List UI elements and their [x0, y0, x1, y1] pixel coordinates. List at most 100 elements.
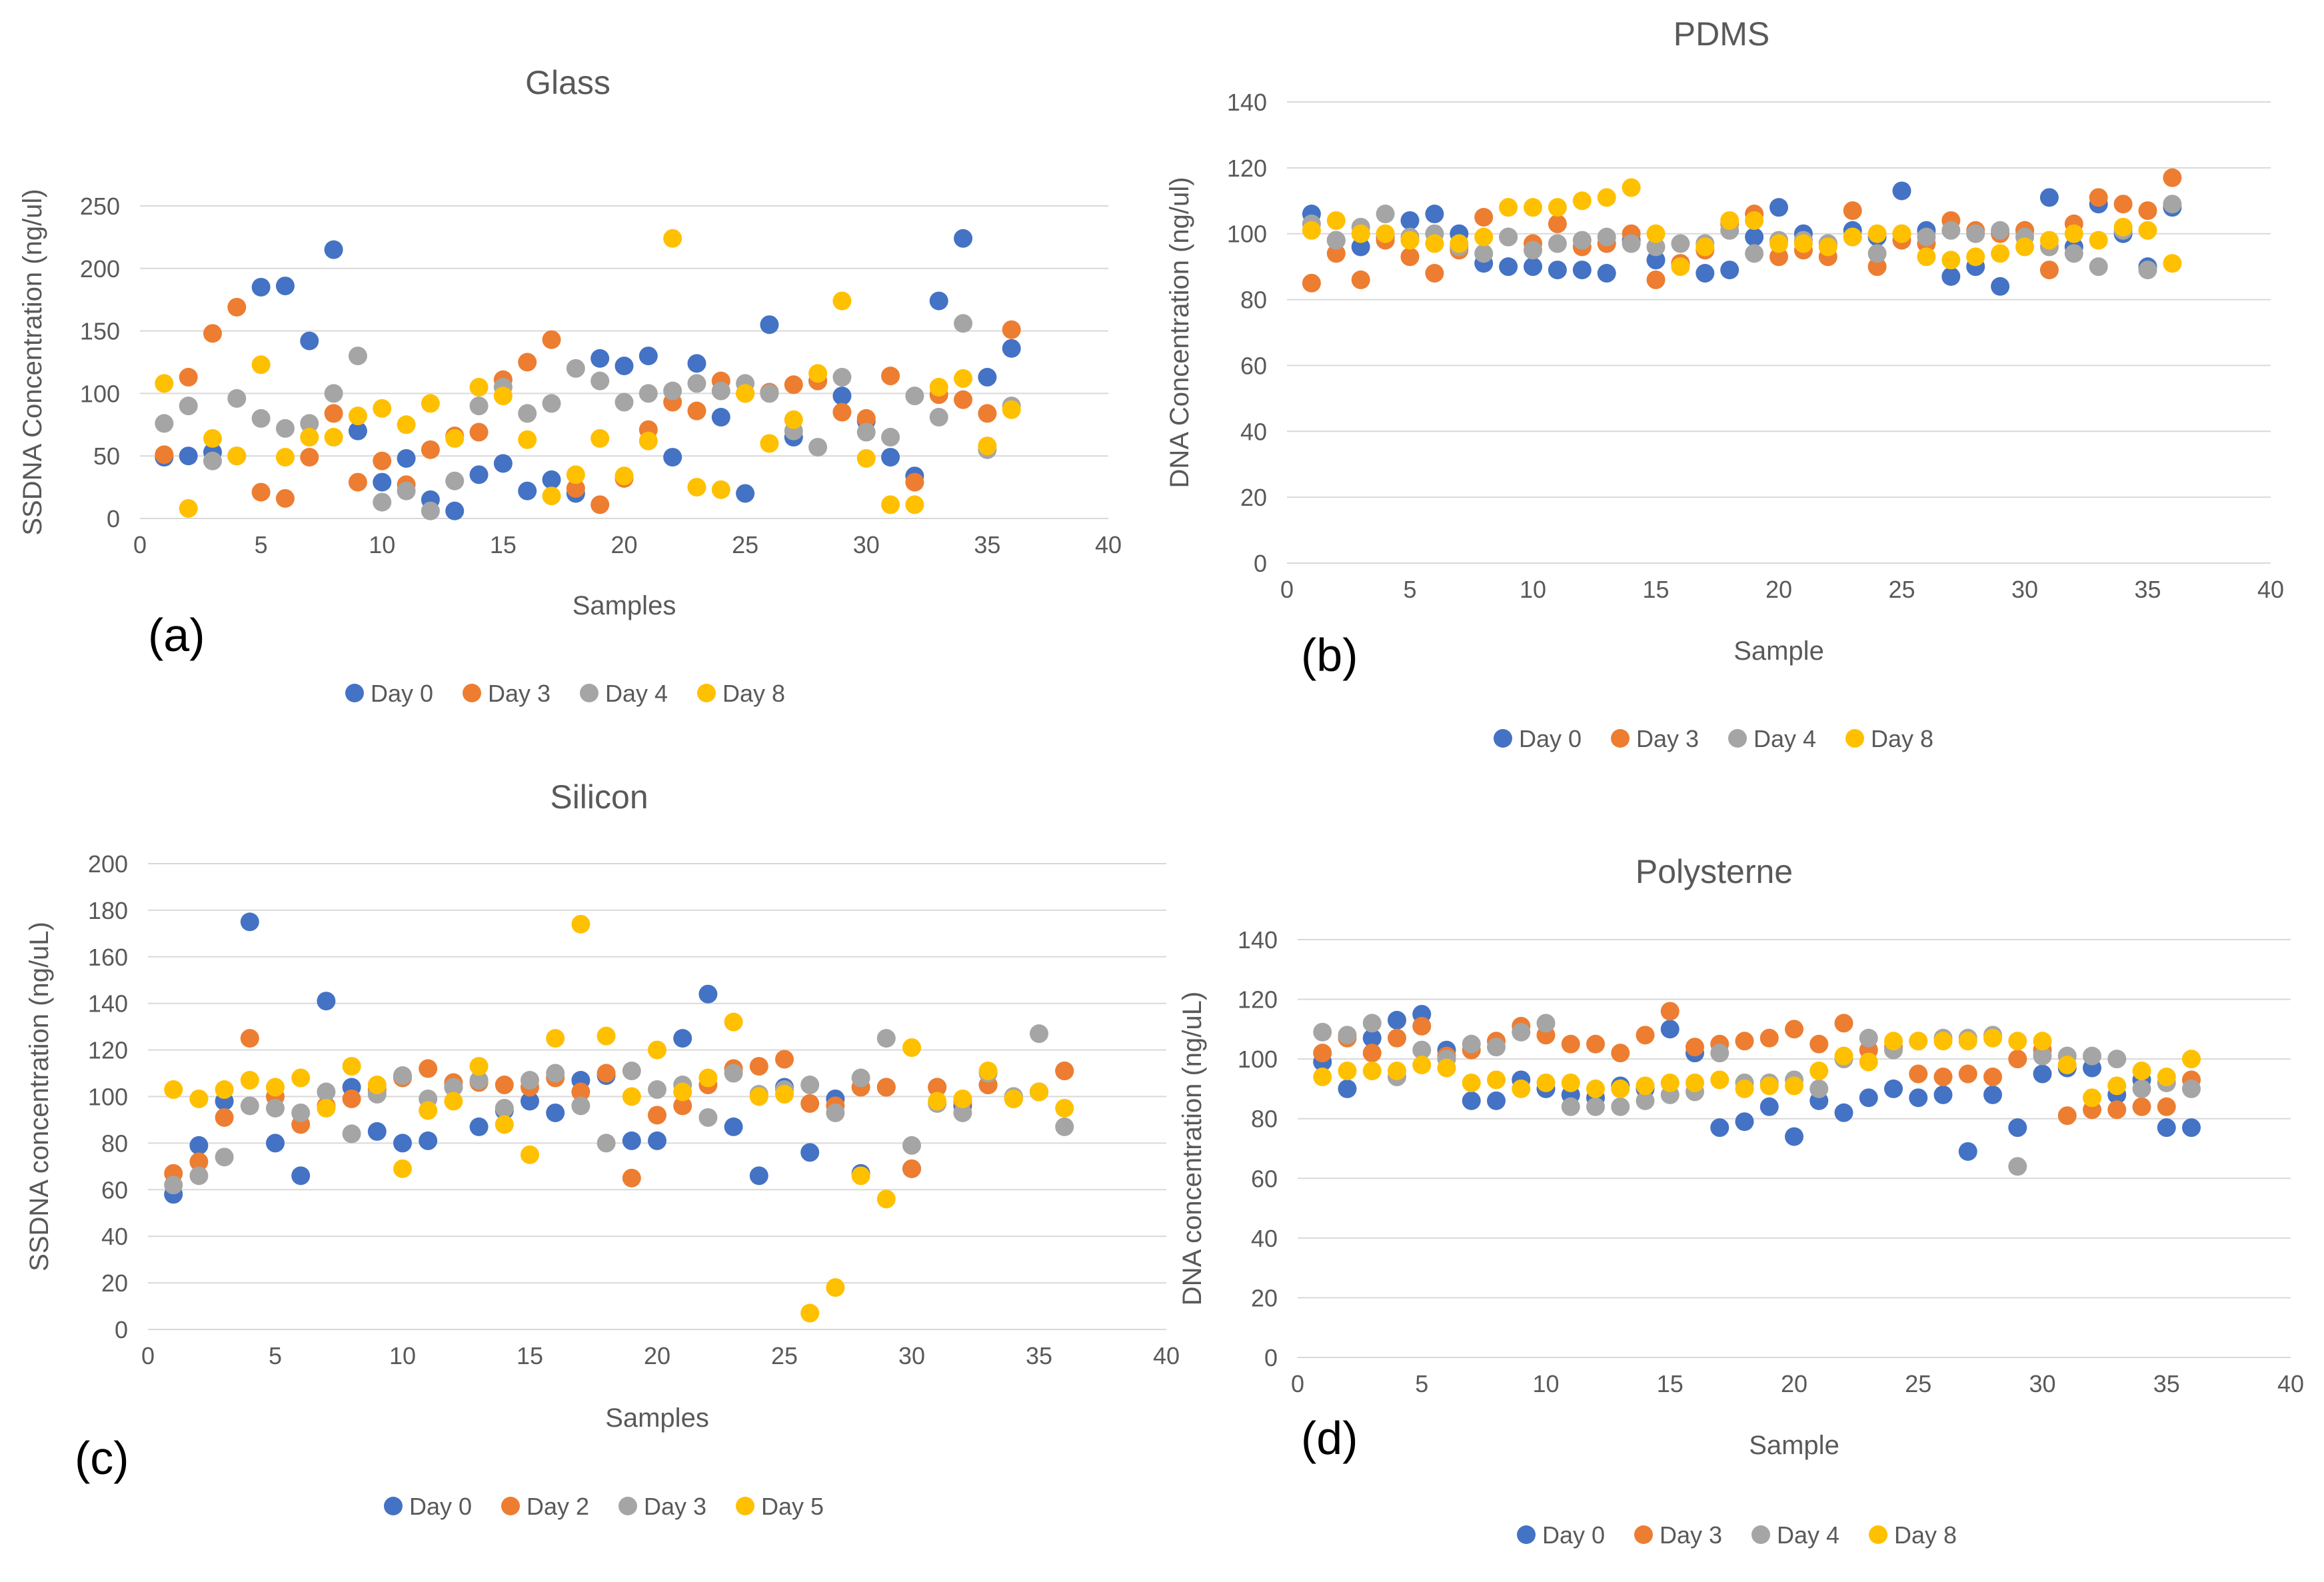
y-tick-label: 100 [1238, 1046, 1278, 1073]
data-point [1958, 1064, 1977, 1084]
data-point [711, 381, 730, 400]
legend-label: Day 0 [1542, 1521, 1605, 1549]
x-axis-label: Sample [1734, 636, 1824, 666]
data-point [542, 330, 561, 349]
data-point [1785, 1020, 1803, 1039]
data-point [179, 446, 198, 466]
data-point [1388, 1062, 1406, 1081]
chart-d-polysterne: 0 20 40 60 80 100 120 140 0 5 10 15 20 25 30 35 40 Polyst… [1178, 853, 2304, 1549]
data-point [367, 1076, 387, 1095]
y-tick-label: 140 [1227, 89, 1267, 116]
data-point [1917, 227, 1936, 247]
data-point [698, 984, 718, 1004]
data-point [2132, 1062, 2151, 1081]
y-tick-label: 150 [80, 318, 120, 345]
data-point [1030, 1082, 1048, 1102]
data-point [2157, 1097, 2176, 1116]
data-point [1462, 1073, 1481, 1092]
data-point [1785, 1076, 1803, 1096]
data-point [2107, 1050, 2127, 1069]
data-point [905, 495, 924, 514]
data-point [832, 368, 852, 387]
data-point [760, 315, 779, 335]
legend-label: Day 4 [1777, 1521, 1839, 1549]
data-point [876, 1029, 896, 1048]
data-point [1611, 1097, 1630, 1116]
y-tick-label: 140 [1238, 926, 1278, 954]
legend-marker [580, 684, 598, 702]
data-point [1572, 191, 1592, 211]
x-tick-label: 10 [369, 531, 395, 558]
data-point [1843, 201, 1862, 221]
data-point [1351, 270, 1370, 289]
x-tick-label: 0 [133, 531, 147, 558]
data-point [978, 404, 997, 423]
data-point [1671, 257, 1690, 277]
data-point [155, 374, 174, 393]
data-point [614, 466, 634, 486]
data-point [905, 472, 924, 492]
data-point [571, 1096, 590, 1116]
data-point [978, 368, 997, 387]
x-tick-label: 30 [2011, 576, 2038, 603]
data-point [300, 414, 319, 433]
data-point [317, 992, 336, 1011]
data-point [928, 1092, 947, 1111]
data-point [954, 390, 973, 409]
data-point [1474, 227, 1494, 247]
data-point [590, 349, 610, 368]
data-point [1646, 237, 1666, 257]
data-point [373, 451, 392, 470]
data-point [808, 438, 828, 457]
data-point [826, 1103, 845, 1122]
data-point [542, 486, 561, 506]
y-tick-label: 200 [88, 850, 128, 878]
data-point [566, 359, 585, 378]
data-point [348, 347, 367, 366]
x-tick-label: 5 [255, 531, 268, 558]
data-point [1735, 1112, 1754, 1132]
data-point [698, 1068, 718, 1088]
data-point [2039, 188, 2059, 207]
data-point [155, 414, 174, 433]
data-point [832, 387, 852, 406]
data-point [1686, 1038, 1704, 1057]
data-point [542, 470, 561, 489]
data-point [1710, 1044, 1730, 1063]
data-point [571, 1082, 590, 1102]
data-point [648, 1106, 666, 1125]
data-point [1884, 1032, 1903, 1051]
legend-label: Day 2 [527, 1493, 589, 1520]
data-point [2015, 237, 2034, 257]
data-point [324, 428, 343, 447]
data-point [469, 1057, 489, 1076]
legend-item: Day 3 [1634, 1521, 1722, 1549]
data-point [775, 1085, 794, 1104]
data-point [2107, 1100, 2127, 1120]
data-point [749, 1166, 768, 1186]
y-tick-label: 20 [1240, 484, 1267, 511]
x-tick-label: 25 [771, 1342, 798, 1369]
series-day-4 [1313, 1014, 2201, 1176]
legend-marker [618, 1497, 637, 1515]
legend-item: Day 5 [736, 1493, 824, 1520]
data-point [1785, 1127, 1803, 1146]
data-point [1302, 273, 1321, 293]
data-point [1004, 1089, 1023, 1108]
data-point [954, 314, 973, 333]
data-point [291, 1103, 311, 1122]
panel-label: (b) [1301, 629, 1358, 681]
data-point [2064, 244, 2083, 263]
data-point [1941, 251, 1961, 270]
data-point [324, 240, 343, 259]
data-point [638, 384, 658, 403]
x-tick-label: 5 [1415, 1370, 1428, 1397]
data-point [1710, 1118, 1730, 1138]
data-point [1597, 188, 1616, 207]
data-point [444, 1078, 463, 1097]
series-day-8 [155, 229, 1021, 518]
legend-marker [463, 684, 481, 702]
data-point [687, 401, 706, 420]
chart-title: Silicon [550, 778, 648, 816]
data-point [590, 495, 610, 514]
